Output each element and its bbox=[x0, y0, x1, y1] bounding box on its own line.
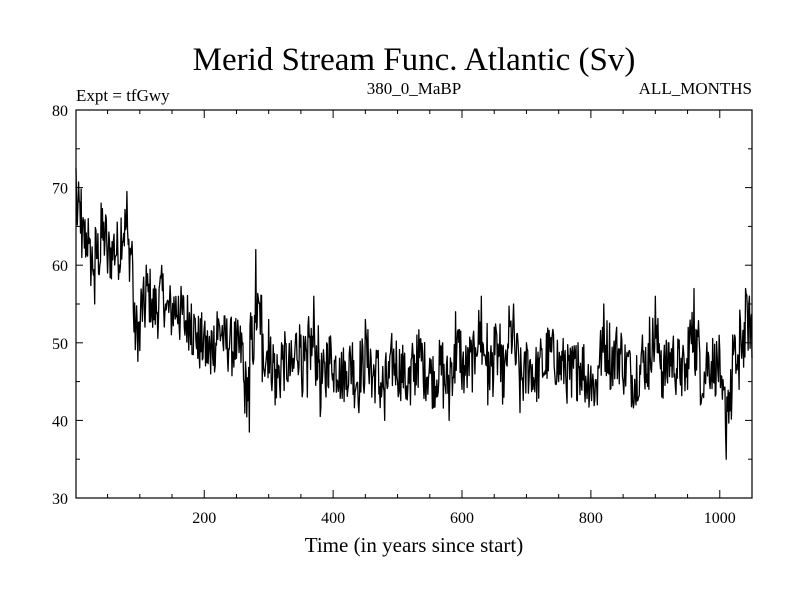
x-axis-title: Time (in years since start) bbox=[305, 533, 524, 557]
y-tick-label: 70 bbox=[52, 181, 68, 198]
y-tick-label: 30 bbox=[52, 491, 68, 508]
y-tick-label: 40 bbox=[52, 413, 68, 430]
x-tick-label: 400 bbox=[321, 510, 345, 527]
months-label: ALL_MONTHS bbox=[639, 79, 752, 98]
y-tick-label: 50 bbox=[52, 336, 68, 353]
x-tick-label: 1000 bbox=[704, 510, 736, 527]
y-tick-label: 80 bbox=[52, 103, 68, 120]
y-axis: 30 40 50 60 70 80 bbox=[52, 103, 752, 508]
experiment-label: Expt = tfGwy bbox=[76, 86, 170, 105]
y-tick-label: 60 bbox=[52, 258, 68, 275]
x-tick-label: 800 bbox=[579, 510, 603, 527]
plot-frame bbox=[75, 109, 753, 499]
series-layer bbox=[75, 168, 753, 460]
chart-title: Merid Stream Func. Atlantic (Sv) bbox=[193, 42, 636, 78]
series-line-0 bbox=[75, 168, 753, 460]
period-label: 380_0_MaBP bbox=[367, 79, 461, 98]
x-tick-label: 600 bbox=[450, 510, 474, 527]
x-axis: 200 400 600 800 1000 bbox=[107, 110, 736, 527]
x-tick-label: 200 bbox=[192, 510, 216, 527]
